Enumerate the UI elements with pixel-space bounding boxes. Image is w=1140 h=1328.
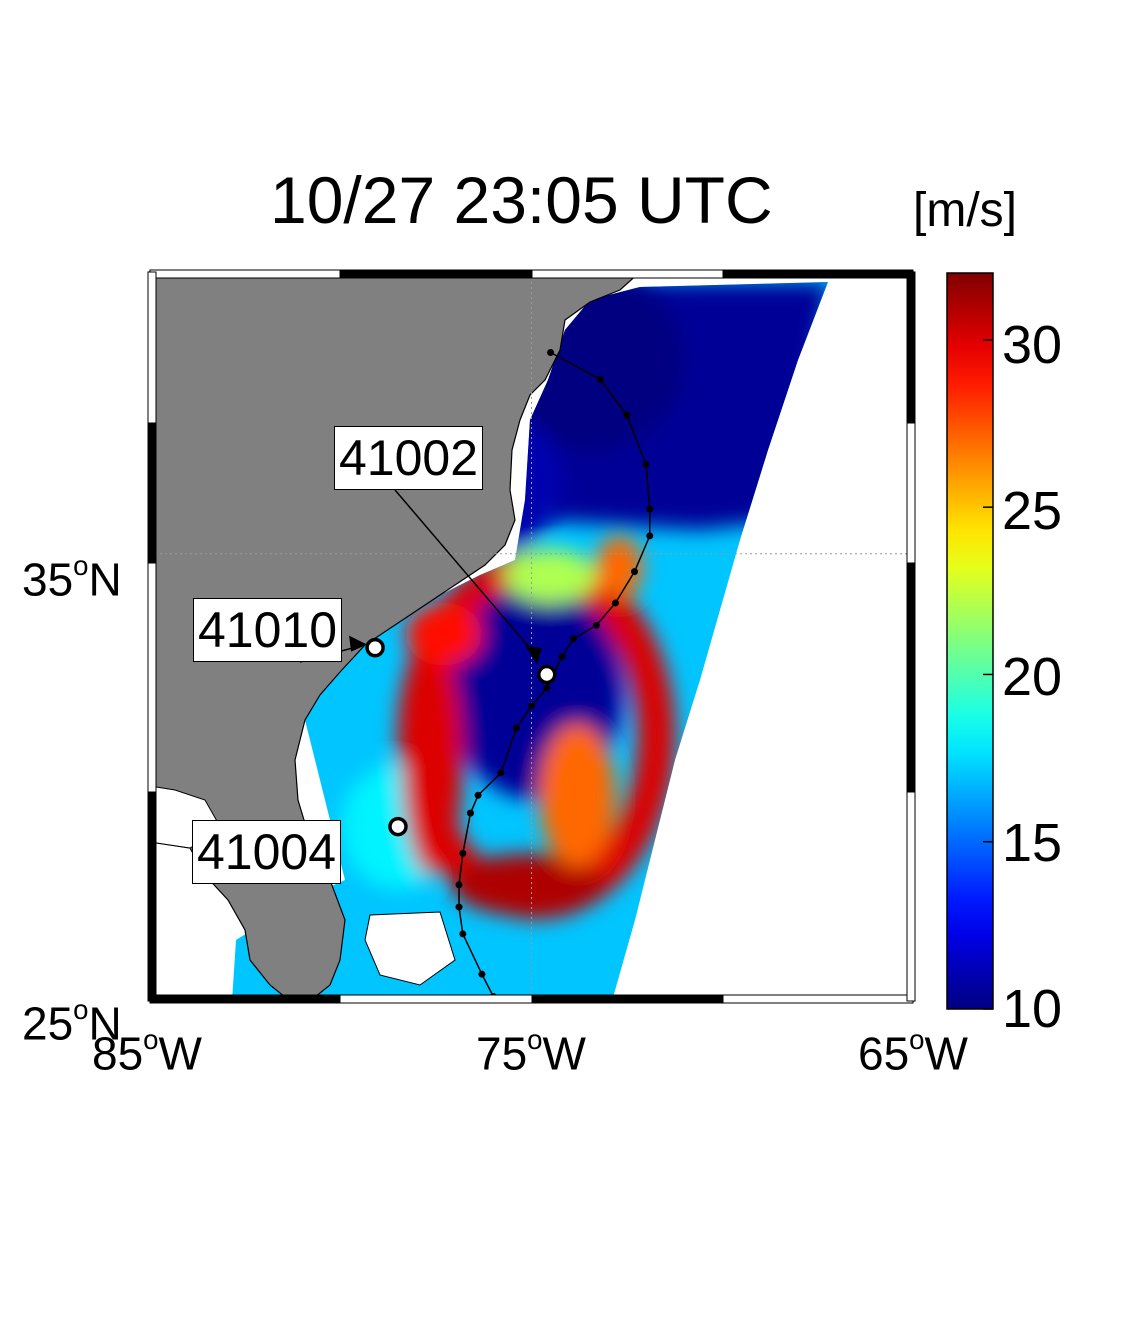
land-mass [149, 271, 642, 1002]
buoy-marker-41004 [388, 816, 408, 837]
storm-track-point [478, 970, 486, 978]
lon-label-65w: 65oW [858, 1024, 968, 1080]
frame-left-segment [147, 562, 157, 793]
lon-label-85w: 85oW [92, 1024, 202, 1080]
frame-left-segment [147, 791, 157, 1002]
storm-track-point [543, 684, 551, 692]
colorbar [946, 272, 994, 1010]
frame-top-segment [339, 269, 533, 279]
storm-track-point [512, 724, 520, 732]
wind-feature-7 [504, 549, 597, 603]
storm-track-point [569, 635, 577, 643]
buoy-marker-41010 [365, 637, 385, 658]
frame-right-segment [906, 562, 916, 793]
frame-left-segment [147, 422, 157, 564]
colorbar-tick-30: 30 [1002, 315, 1063, 375]
wind-feature-2 [451, 853, 604, 917]
storm-track-point [631, 568, 639, 576]
colorbar-tick-20: 20 [1002, 647, 1063, 707]
buoy-label-41002: 41002 [334, 426, 484, 490]
frame-top-segment [149, 269, 341, 279]
bahamas-area [364, 911, 456, 986]
frame-bottom-segment [149, 994, 341, 1004]
storm-track-point [459, 930, 467, 938]
frame-bottom-segment [722, 994, 914, 1004]
buoy-marker-41002 [537, 664, 557, 685]
lat-label-35n: 35oN [22, 550, 122, 606]
storm-track-point [596, 375, 604, 383]
storm-track-point [547, 349, 555, 357]
storm-track-point [455, 881, 463, 889]
storm-track-point [474, 791, 482, 799]
storm-track-point [466, 809, 474, 817]
frame-left-segment [147, 271, 157, 424]
colorbar-tick-25: 25 [1002, 481, 1063, 541]
storm-track-point [646, 505, 654, 513]
frame-top-segment [722, 269, 914, 279]
storm-track-point [642, 460, 650, 468]
frame-top-segment [531, 269, 724, 279]
lat-label-25n: 25oN [22, 994, 122, 1050]
wind-feature-4 [405, 602, 482, 666]
storm-track-point [592, 621, 600, 629]
arrowhead-41002 [524, 644, 542, 665]
frame-bottom-segment [339, 994, 533, 1004]
chart-title: 10/27 23:05 UTC [270, 163, 773, 237]
storm-track-point [558, 653, 566, 661]
frame-right-segment [906, 791, 916, 1002]
colorbar-tick-15: 15 [1002, 813, 1063, 873]
storm-track-point [611, 599, 619, 607]
colorbar-tick-10: 10 [1002, 979, 1063, 1039]
storm-track-point [455, 903, 463, 911]
buoy-label-41010: 41010 [193, 598, 343, 662]
wind-feature-5 [539, 723, 616, 867]
frame-right-segment [906, 271, 916, 424]
colorbar-units: [m/s] [913, 184, 1017, 237]
arrowhead-41010 [349, 635, 368, 652]
frame-right-segment [906, 422, 916, 564]
storm-track-point [497, 769, 505, 777]
wind-feature-6 [596, 535, 643, 599]
storm-track-point [646, 532, 654, 540]
wind-feature-3 [401, 643, 463, 876]
storm-track-point [623, 411, 631, 419]
buoy-label-41004: 41004 [192, 820, 342, 884]
storm-track-point [528, 702, 535, 710]
arrow-41002 [394, 489, 540, 660]
frame-bottom-segment [531, 994, 724, 1004]
storm-track-point [459, 849, 467, 857]
lon-label-75w: 75oW [476, 1024, 586, 1080]
